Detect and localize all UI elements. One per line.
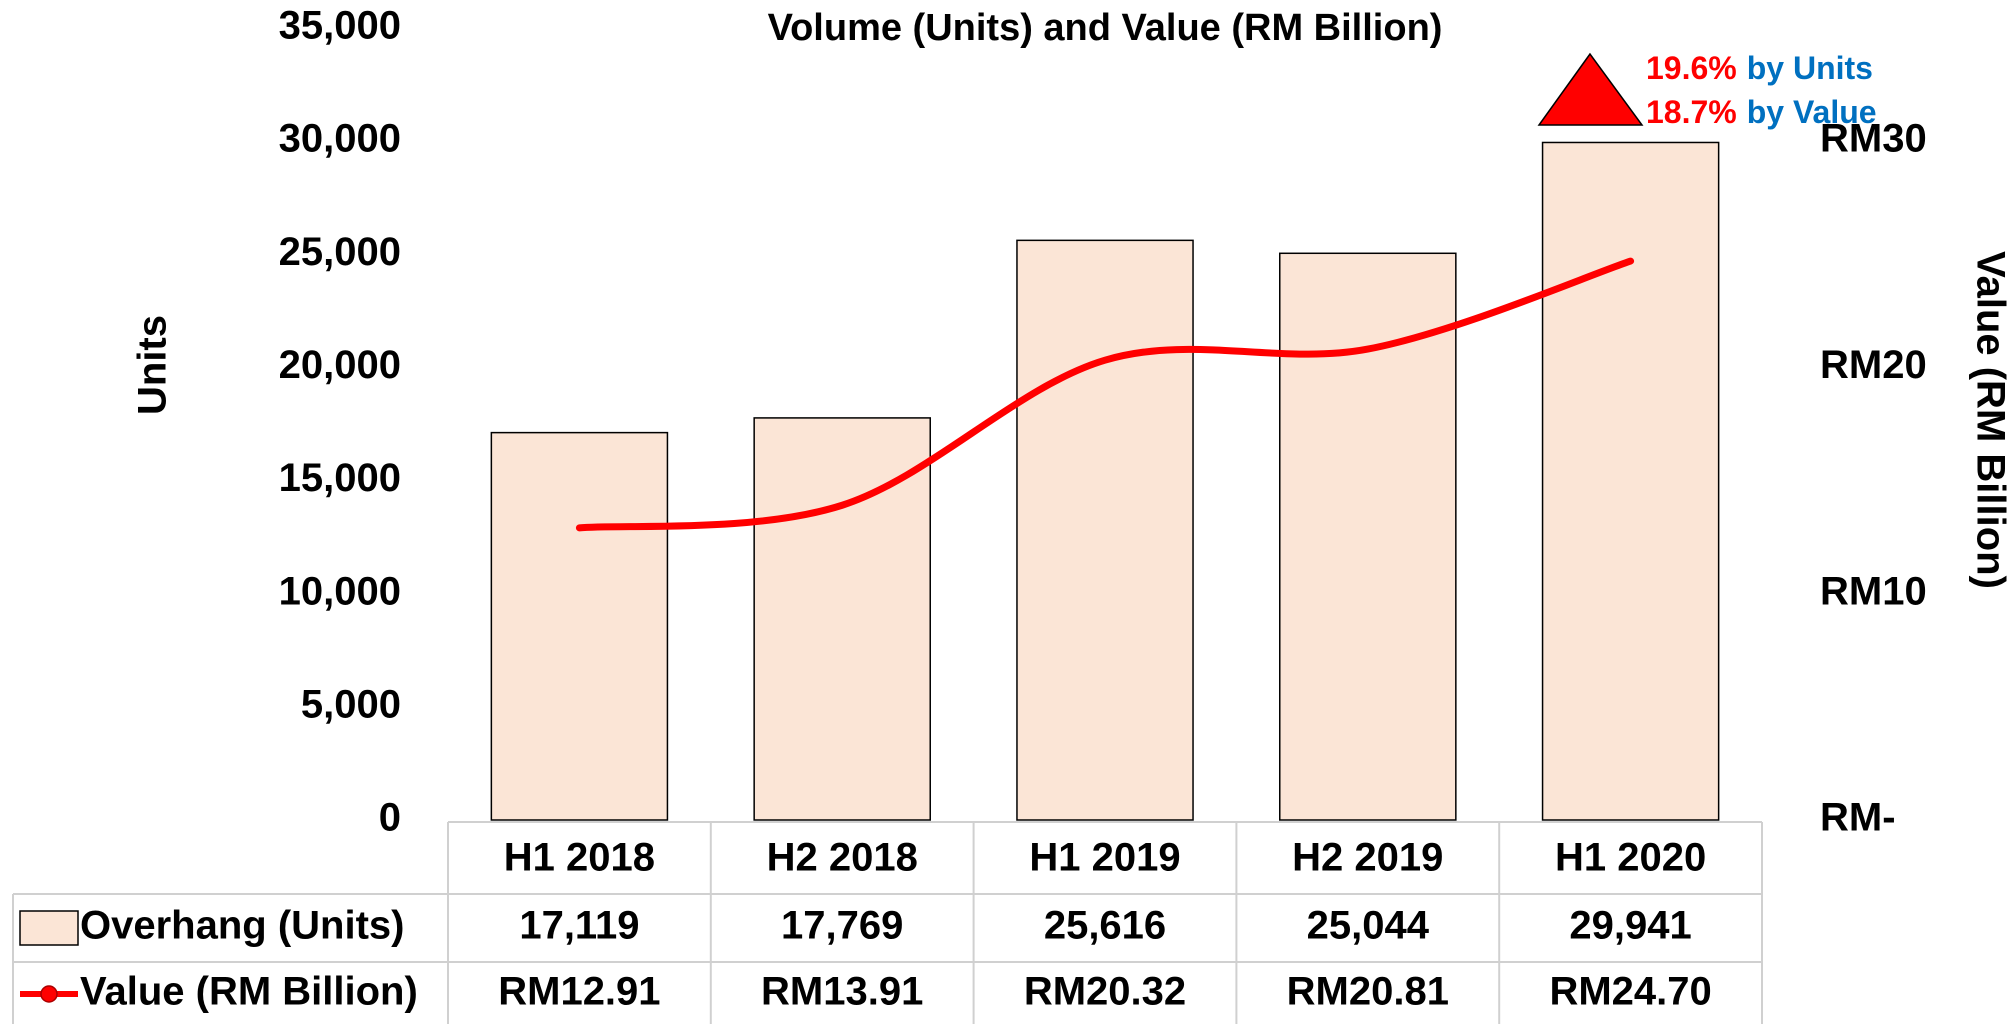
annotation-part: by Value xyxy=(1747,94,1877,130)
y2-tick-label: RM20 xyxy=(1820,343,1927,387)
y2-axis-label: Value (RM Billion) xyxy=(1968,251,2010,589)
bar xyxy=(490,431,669,821)
annotation-part: by Units xyxy=(1747,50,1873,86)
legend-label: Overhang (Units) xyxy=(80,904,404,948)
table-value: RM13.91 xyxy=(761,970,923,1014)
legend-marker xyxy=(40,985,58,1003)
x-tick-label: H2 2018 xyxy=(767,836,918,880)
annotation: 19.6% by Units xyxy=(1646,50,1873,86)
line xyxy=(575,257,1635,532)
x-tick-label: H1 2020 xyxy=(1555,836,1706,880)
y2-tick-label: RM- xyxy=(1820,796,1896,840)
y-tick-label: 15,000 xyxy=(279,456,401,500)
table-value: 29,941 xyxy=(1569,904,1691,948)
table-value: 17,119 xyxy=(519,904,639,948)
table-value: RM20.81 xyxy=(1287,970,1449,1014)
bar xyxy=(753,417,931,821)
y-tick-label: 35,000 xyxy=(279,4,401,48)
y-tick-label: 30,000 xyxy=(279,117,401,161)
y2-tick-label: RM10 xyxy=(1820,569,1927,613)
bar xyxy=(1541,141,1720,821)
legend-label: Value (RM Billion) xyxy=(80,970,418,1014)
table-value: 25,044 xyxy=(1307,904,1430,948)
y2-tick-label: RM30 xyxy=(1820,117,1927,161)
y-axis-label: Units xyxy=(131,315,175,415)
bar xyxy=(1016,239,1194,821)
x-tick-label: H1 2019 xyxy=(1029,836,1180,880)
table-value: RM24.70 xyxy=(1549,970,1711,1014)
legend-swatch xyxy=(19,910,79,946)
annotation-part: 19.6% xyxy=(1646,50,1737,86)
up-triangle xyxy=(1537,52,1644,126)
y-tick-label: 0 xyxy=(379,796,401,840)
table-value: RM20.32 xyxy=(1024,970,1186,1014)
table-value: 17,769 xyxy=(781,904,903,948)
y-tick-label: 25,000 xyxy=(279,230,401,274)
bar xyxy=(1279,252,1457,821)
chart-title: Volume (Units) and Value (RM Billion) xyxy=(768,7,1443,49)
table-value: 25,616 xyxy=(1044,904,1166,948)
y-tick-label: 5,000 xyxy=(301,682,401,726)
table-grid xyxy=(12,821,1763,1024)
x-tick-label: H1 2018 xyxy=(504,836,655,880)
table-value: RM12.91 xyxy=(498,970,660,1014)
annotation-part: 18.7% xyxy=(1646,94,1737,130)
annotation: 18.7% by Value xyxy=(1646,94,1877,130)
x-tick-label: H2 2019 xyxy=(1292,836,1443,880)
y-tick-label: 10,000 xyxy=(279,569,401,613)
y-tick-label: 20,000 xyxy=(279,343,401,387)
